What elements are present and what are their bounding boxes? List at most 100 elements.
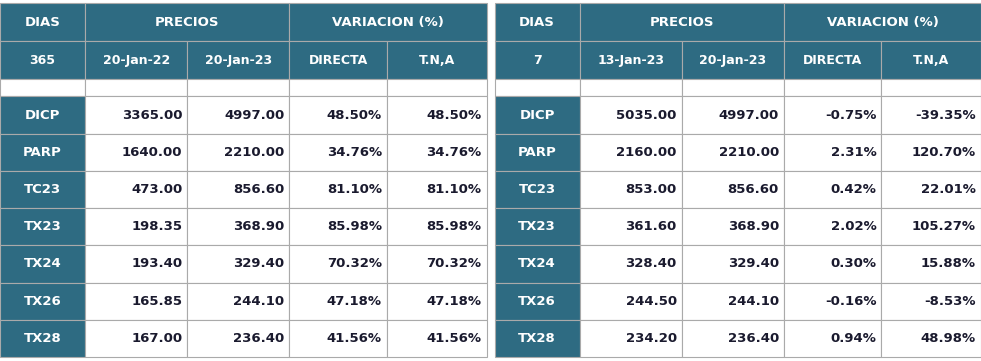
Bar — [784, 96, 881, 134]
Bar — [682, 245, 784, 283]
Bar — [784, 41, 881, 79]
Bar — [580, 320, 682, 357]
Text: 47.18%: 47.18% — [327, 295, 382, 308]
Text: DIRECTA: DIRECTA — [803, 54, 862, 67]
Bar — [784, 320, 881, 357]
Text: TX24: TX24 — [24, 257, 62, 270]
Bar — [0, 79, 85, 96]
Bar — [881, 171, 981, 208]
Bar — [85, 79, 187, 96]
Text: 120.70%: 120.70% — [912, 146, 976, 159]
Text: 48.50%: 48.50% — [327, 109, 382, 122]
Text: DIAS: DIAS — [25, 16, 61, 29]
Bar — [85, 283, 187, 320]
Text: 167.00: 167.00 — [131, 332, 182, 345]
Bar — [784, 3, 981, 41]
Text: 20-Jan-23: 20-Jan-23 — [699, 54, 766, 67]
Bar — [0, 245, 85, 283]
Text: DICP: DICP — [25, 109, 60, 122]
Text: 85.98%: 85.98% — [327, 220, 382, 233]
Bar — [187, 96, 289, 134]
Bar — [187, 79, 289, 96]
Text: TX24: TX24 — [518, 257, 556, 270]
Text: DICP: DICP — [519, 109, 555, 122]
Bar — [580, 41, 682, 79]
Bar — [580, 208, 682, 245]
Text: PRECIOS: PRECIOS — [155, 16, 220, 29]
Text: 7: 7 — [533, 54, 542, 67]
Text: 198.35: 198.35 — [131, 220, 182, 233]
Bar — [187, 41, 289, 79]
Bar — [387, 320, 487, 357]
Text: 4997.00: 4997.00 — [719, 109, 779, 122]
Bar — [289, 96, 387, 134]
Bar — [494, 283, 580, 320]
Bar — [289, 245, 387, 283]
Bar — [682, 208, 784, 245]
Text: 329.40: 329.40 — [728, 257, 779, 270]
Bar — [881, 208, 981, 245]
Bar — [289, 208, 387, 245]
Bar — [289, 134, 387, 171]
Text: 22.01%: 22.01% — [921, 183, 976, 196]
Text: -39.35%: -39.35% — [915, 109, 976, 122]
Bar — [187, 171, 289, 208]
Bar — [494, 3, 580, 41]
Bar — [289, 320, 387, 357]
Text: 368.90: 368.90 — [233, 220, 284, 233]
Text: 856.60: 856.60 — [233, 183, 284, 196]
Text: 236.40: 236.40 — [728, 332, 779, 345]
Text: T.N,A: T.N,A — [913, 54, 950, 67]
Text: 0.42%: 0.42% — [830, 183, 876, 196]
Text: 13-Jan-23: 13-Jan-23 — [597, 54, 664, 67]
Text: 85.98%: 85.98% — [427, 220, 482, 233]
Bar — [289, 171, 387, 208]
Bar — [682, 171, 784, 208]
Text: 856.60: 856.60 — [728, 183, 779, 196]
Bar — [0, 283, 85, 320]
Text: 81.10%: 81.10% — [327, 183, 382, 196]
Text: 361.60: 361.60 — [626, 220, 677, 233]
Bar — [85, 41, 187, 79]
Bar — [387, 96, 487, 134]
Bar — [187, 283, 289, 320]
Bar — [881, 320, 981, 357]
Text: TX23: TX23 — [24, 220, 62, 233]
Bar — [580, 245, 682, 283]
Bar — [881, 79, 981, 96]
Text: 2210.00: 2210.00 — [719, 146, 779, 159]
Bar — [784, 171, 881, 208]
Text: 2.31%: 2.31% — [831, 146, 876, 159]
Text: -8.53%: -8.53% — [924, 295, 976, 308]
Text: PARP: PARP — [518, 146, 556, 159]
Bar — [387, 283, 487, 320]
Text: TX26: TX26 — [518, 295, 556, 308]
Bar — [85, 134, 187, 171]
Text: TX28: TX28 — [24, 332, 62, 345]
Bar — [0, 41, 85, 79]
Text: TX23: TX23 — [518, 220, 556, 233]
Text: 365: 365 — [29, 54, 56, 67]
Bar — [881, 41, 981, 79]
Text: DIAS: DIAS — [519, 16, 555, 29]
Text: 70.32%: 70.32% — [427, 257, 482, 270]
Text: 20-Jan-22: 20-Jan-22 — [103, 54, 170, 67]
Text: 34.76%: 34.76% — [427, 146, 482, 159]
Text: 0.94%: 0.94% — [830, 332, 876, 345]
Bar — [0, 96, 85, 134]
Bar — [0, 3, 85, 41]
Text: 329.40: 329.40 — [233, 257, 284, 270]
Bar — [580, 3, 784, 41]
Bar — [682, 96, 784, 134]
Bar — [881, 283, 981, 320]
Bar — [289, 3, 487, 41]
Text: 47.18%: 47.18% — [427, 295, 482, 308]
Bar — [85, 320, 187, 357]
Text: 328.40: 328.40 — [626, 257, 677, 270]
Bar — [0, 320, 85, 357]
Bar — [580, 79, 682, 96]
Text: 473.00: 473.00 — [131, 183, 182, 196]
Bar — [289, 79, 387, 96]
Bar — [0, 134, 85, 171]
Text: -0.16%: -0.16% — [825, 295, 876, 308]
